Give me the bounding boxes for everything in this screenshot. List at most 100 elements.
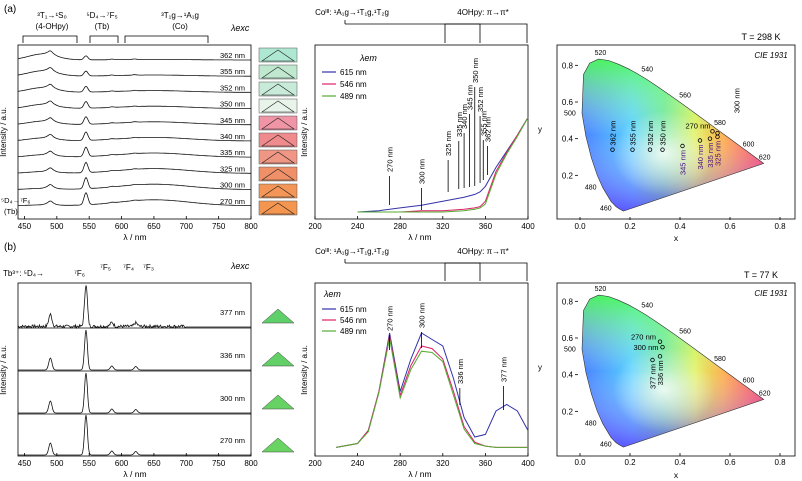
cie-point-label: 336 nm <box>656 360 665 385</box>
em-xtick-label: 600 <box>115 459 129 468</box>
excitation-a-ylabel: Intensity / a.u. <box>300 107 309 157</box>
cie-a-label: CIE 1931 <box>754 51 787 60</box>
em-xtick-label: 500 <box>50 459 64 468</box>
band-co-label: (Co) <box>172 22 188 31</box>
cie-xtick-label: 0.8 <box>774 458 786 467</box>
side-annotation-label: (Tb) <box>4 207 18 216</box>
emission-a-trace-label: 340 nm <box>220 132 245 141</box>
em-xtick-label: 550 <box>83 222 97 231</box>
excitation-b-legend-entry: 615 nm <box>340 305 367 314</box>
em-xtick-label: 800 <box>244 459 258 468</box>
em-xtick-label: 700 <box>180 222 194 231</box>
swatches-a <box>258 47 298 216</box>
swatch-a-triangle <box>261 202 295 215</box>
cie-locus-label: 600 <box>743 378 755 385</box>
swatch-a-triangle <box>261 66 295 79</box>
cie-b-ylabel: y <box>538 363 542 372</box>
emission-b-traces: 377 nm 336 nm 300 nm 270 nm <box>17 285 251 456</box>
cie-a-frame <box>556 44 796 220</box>
swatch-b-triangle <box>261 437 295 453</box>
swatch-a-triangle <box>261 117 295 130</box>
cie-locus-label: 560 <box>679 329 691 336</box>
cie-point <box>707 136 713 141</box>
cie-point-label: 325 nm <box>714 141 723 166</box>
ex-xtick-label: 280 <box>394 222 408 231</box>
swatches-b <box>261 308 295 453</box>
swatch-b-triangle <box>261 394 295 410</box>
em-xtick-label: 550 <box>83 459 97 468</box>
band-bracket-ohpy <box>22 35 78 43</box>
emission-a-frame <box>17 44 252 220</box>
band-tb-label: (Tb) <box>95 22 110 31</box>
cie-point-label: 377 nm <box>649 364 658 389</box>
swatch-b-triangle <box>261 308 295 324</box>
cie-locus-label: 520 <box>595 50 607 57</box>
cie-ytick-label: 0.4 <box>562 371 574 380</box>
ex-xtick-label: 400 <box>521 459 535 468</box>
swatch-a-triangle <box>261 168 295 181</box>
cie-point <box>657 354 663 359</box>
cie-locus-label: 580 <box>714 356 726 363</box>
cie-a-ylabel: y <box>538 125 542 134</box>
cie-locus-label: 620 <box>759 154 771 161</box>
emission-a-trace-label: 355 nm <box>220 67 245 76</box>
excitation-a-xlabel: λ / nm <box>408 232 431 242</box>
excitation-a-legend-entry: 546 nm <box>340 80 367 89</box>
cie-point-label: 270 nm <box>631 333 656 342</box>
swatch-a-box <box>258 115 298 131</box>
excitation-series-489-nm <box>357 117 529 213</box>
excitation-a-marker-label: 345 nm <box>465 85 474 110</box>
excitation-b-marker-label: 377 nm <box>500 357 509 382</box>
cie-point <box>647 147 653 152</box>
em-xtick-label: 800 <box>244 222 258 231</box>
band-bracket-tb <box>89 35 119 43</box>
panel-a-emission-bands: ³T₁→¹S₀ (4-OHpy) ⁵D₄→⁷F₅ (Tb) ³T₁g→¹A₁g … <box>22 11 209 43</box>
emission-b-xlabel: λ / nm <box>123 469 146 479</box>
emission-a-xlabel: λ / nm <box>123 232 146 242</box>
swatch-a-triangle <box>261 151 295 164</box>
cie-point-label: 340 nm <box>696 145 705 170</box>
cie-b-xlabel: x <box>674 470 679 480</box>
emission-a-trace-label: 325 nm <box>220 164 245 173</box>
excitation-series-546-nm <box>357 117 529 213</box>
panel-b-label: (b) <box>4 242 16 253</box>
excitation-b-marker-label: 336 nm <box>456 359 465 384</box>
em-xtick-label: 450 <box>18 459 32 468</box>
band-co-transition: ³T₁g→¹A₁g <box>161 11 199 20</box>
emission-a-trace-label: 352 nm <box>220 83 245 92</box>
excitation-b-marker-label: 270 nm <box>386 306 395 331</box>
swatch-a-triangle <box>261 83 295 96</box>
emission-a-trace <box>17 67 251 77</box>
cie-ytick-label: 0.8 <box>562 297 574 306</box>
ex-xtick-label: 200 <box>308 459 322 468</box>
excitation-series-615-nm <box>357 117 529 213</box>
excitation-series-489-nm <box>336 338 528 448</box>
band-ohpy-label: (4-OHpy) <box>36 22 69 31</box>
cie-point-label: 362 nm <box>609 121 618 146</box>
emission-b-trace <box>18 414 251 456</box>
swatch-a-box <box>258 149 298 165</box>
em-xtick-label: 750 <box>212 222 226 231</box>
excitation-b-legend-entry: 546 nm <box>340 316 367 325</box>
emission-b-xaxis: 450 500 550 600 650 700 750 800 <box>18 453 258 468</box>
swatch-a-box <box>258 98 298 114</box>
cie-ytick-label: 0.6 <box>562 98 574 107</box>
cie-gamut-outline <box>581 58 765 212</box>
cie-locus-label: 580 <box>714 120 726 127</box>
cie-point <box>697 138 703 143</box>
cie-point-label: 335 nm <box>706 143 715 168</box>
swatch-a-box <box>258 183 298 199</box>
ex-xtick-label: 320 <box>436 222 450 231</box>
emission-a-ylabel: Intensity / a.u. <box>0 107 8 157</box>
emission-b-trace <box>18 372 251 414</box>
emission-a-trace <box>17 100 251 109</box>
cie-xtick-label: 0.4 <box>674 458 686 467</box>
ex-xtick-label: 360 <box>479 459 493 468</box>
excitation-a-legend-entry: 615 nm <box>340 68 367 77</box>
cie-xtick-label: 0.4 <box>674 222 686 231</box>
emission-b-trace-label: 270 nm <box>220 436 245 445</box>
transition-f6: ⁷F₆ <box>74 269 85 278</box>
cie-locus-label: 540 <box>641 67 653 74</box>
em-xtick-label: 600 <box>115 222 129 231</box>
cie-locus-label: 460 <box>600 442 612 449</box>
